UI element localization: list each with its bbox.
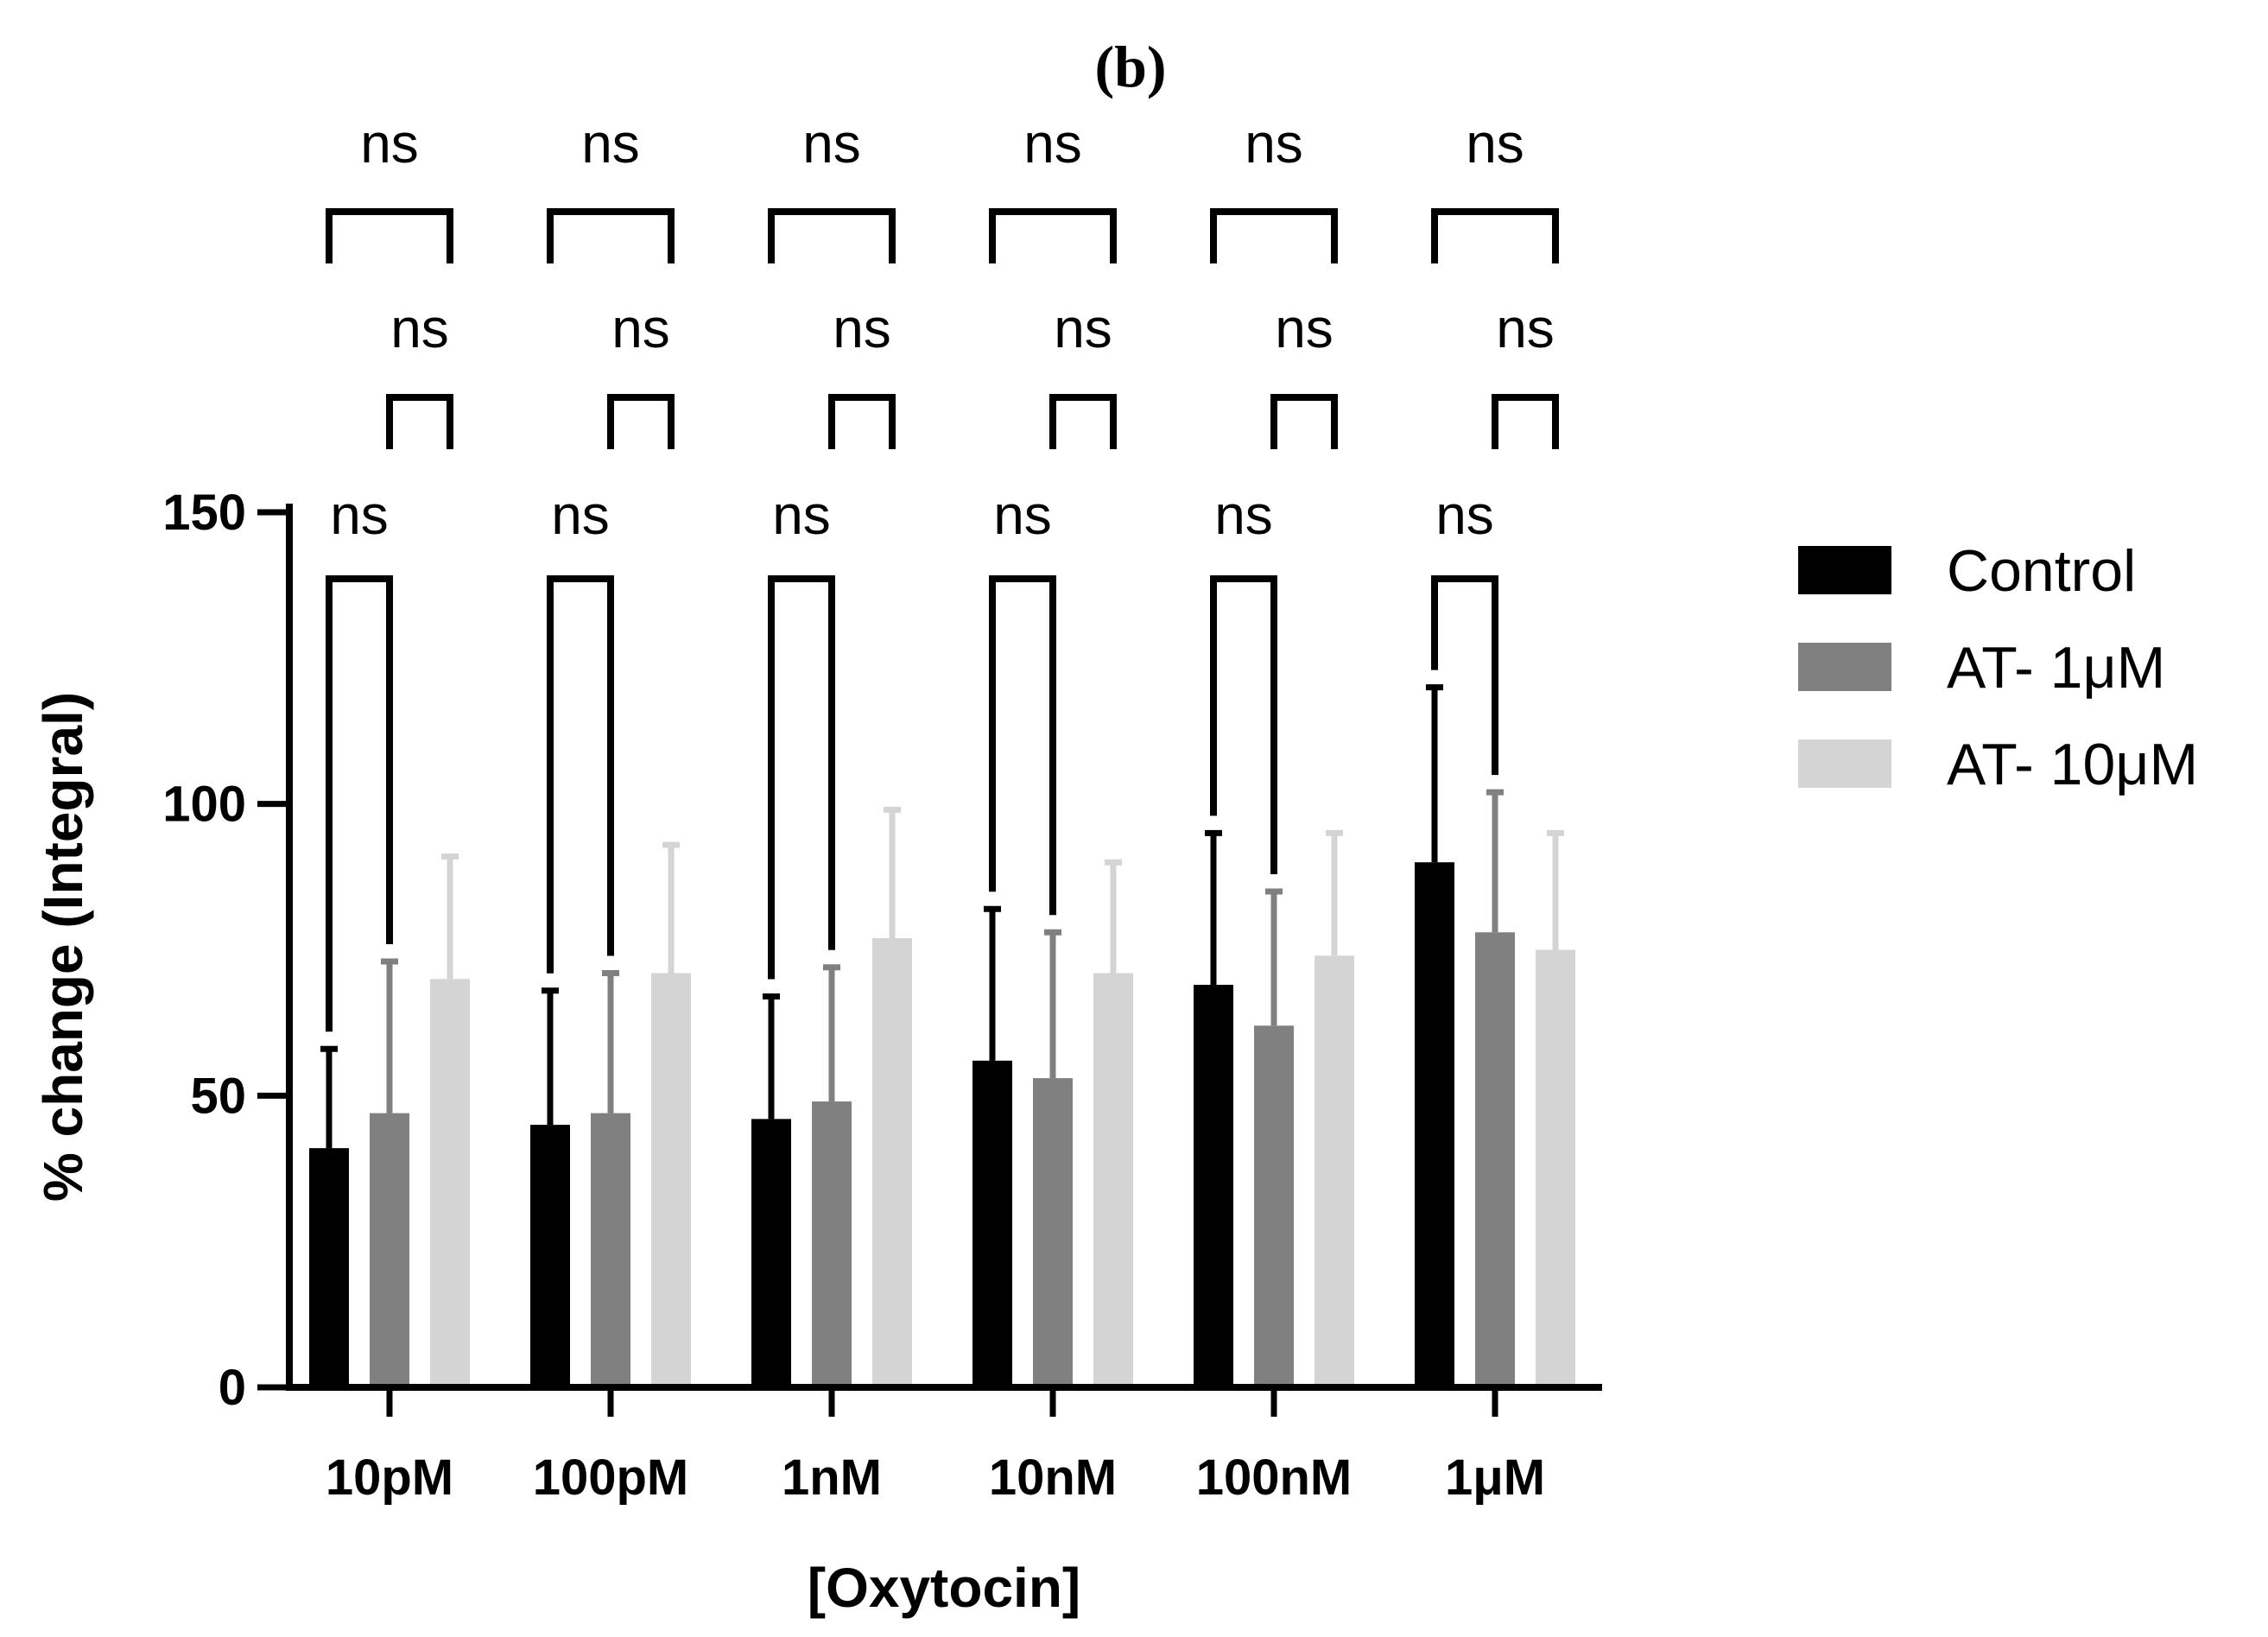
significance-bracket	[1210, 208, 1338, 263]
significance-label: ns	[1275, 297, 1334, 359]
significance-bracket	[326, 208, 453, 263]
significance-bracket	[326, 575, 393, 1032]
significance-bracket	[989, 208, 1117, 263]
bar	[530, 1125, 570, 1387]
significance-bracket	[1431, 208, 1559, 263]
bar	[1194, 985, 1233, 1387]
y-axis-title: % change (Integral)	[32, 692, 94, 1202]
significance-bracket	[1270, 394, 1338, 449]
significance-bracket	[1492, 394, 1559, 449]
x-tick-label: 1nM	[782, 1450, 882, 1506]
x-ticks: 10pM 100pM 1nM 10nM 100nM 1μM	[326, 1387, 1545, 1506]
significance-label: ns	[1023, 112, 1082, 174]
bar	[751, 1119, 791, 1387]
y-tick-label: 100	[162, 777, 246, 833]
significance-label: ns	[1435, 484, 1494, 546]
significance-label: ns	[802, 112, 861, 174]
significance-label: ns	[1054, 297, 1112, 359]
bar	[1315, 955, 1354, 1387]
bar	[591, 1113, 630, 1387]
bar	[1536, 949, 1575, 1387]
bars	[309, 684, 1575, 1387]
bar	[1254, 1025, 1294, 1387]
significance-brackets: ns ns ns ns ns ns ns ns ns ns ns ns ns ns ns ns ns ns	[326, 112, 1559, 1032]
significance-label: ns	[833, 297, 891, 359]
significance-label: ns	[1496, 297, 1555, 359]
bar	[812, 1101, 852, 1387]
y-tick-label: 0	[219, 1360, 246, 1416]
bar	[309, 1148, 349, 1387]
significance-label: ns	[1466, 112, 1524, 174]
significance-label: ns	[360, 112, 419, 174]
y-tick-label: 150	[162, 485, 246, 541]
x-tick-label: 10pM	[326, 1450, 453, 1506]
significance-label: ns	[611, 297, 670, 359]
significance-bracket	[989, 575, 1056, 916]
legend: Control AT- 1μM AT- 10μM	[1798, 538, 2198, 797]
x-tick-label: 100pM	[533, 1450, 689, 1506]
x-tick-label: 1μM	[1445, 1450, 1545, 1506]
x-axis-title: [Oxytocin]	[808, 1557, 1080, 1619]
significance-label: ns	[1245, 112, 1303, 174]
bar	[651, 973, 691, 1387]
bar	[1415, 862, 1454, 1387]
significance-label: ns	[1214, 484, 1273, 546]
bar	[872, 937, 912, 1387]
bar	[370, 1113, 409, 1387]
panel-label: (b)	[1094, 34, 1166, 99]
significance-label: ns	[330, 484, 389, 546]
significance-label: ns	[581, 112, 640, 174]
significance-label: ns	[551, 484, 610, 546]
significance-bracket	[1210, 575, 1277, 874]
significance-bracket	[386, 394, 453, 449]
significance-label: ns	[772, 484, 831, 546]
bar	[1093, 973, 1133, 1387]
significance-bracket	[828, 394, 896, 449]
legend-label: AT- 1μM	[1947, 635, 2165, 701]
legend-label: Control	[1947, 538, 2136, 604]
bar	[1475, 932, 1515, 1387]
significance-bracket	[607, 394, 675, 449]
legend-swatch	[1798, 739, 1891, 788]
bar	[972, 1060, 1012, 1387]
legend-label: AT- 10μM	[1947, 732, 2198, 797]
bar	[1033, 1078, 1073, 1387]
significance-bracket	[768, 208, 896, 263]
axes	[286, 504, 1602, 1391]
significance-bracket	[547, 208, 675, 263]
significance-label: ns	[993, 484, 1052, 546]
significance-bracket	[768, 575, 835, 980]
significance-bracket	[547, 575, 614, 974]
bar	[430, 979, 470, 1387]
significance-bracket	[1049, 394, 1117, 449]
significance-bracket	[1431, 575, 1498, 776]
x-tick-label: 100nM	[1196, 1450, 1353, 1506]
y-tick-label: 50	[190, 1068, 246, 1124]
legend-swatch	[1798, 643, 1891, 691]
y-ticks: 0 50 100 150	[162, 485, 289, 1416]
x-tick-label: 10nM	[989, 1450, 1117, 1506]
legend-swatch	[1798, 546, 1891, 594]
significance-label: ns	[390, 297, 449, 359]
